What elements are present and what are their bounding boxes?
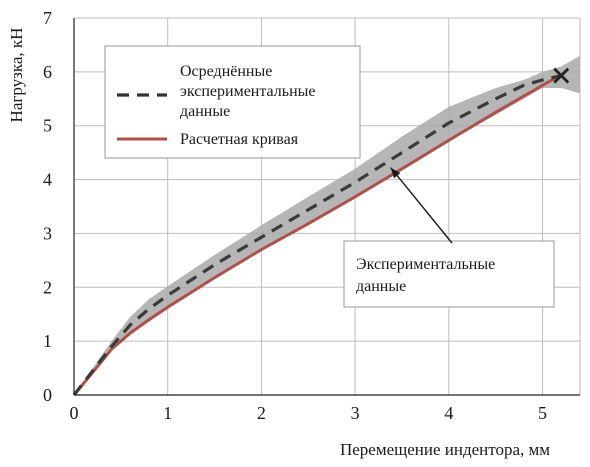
y-tick-label: 4 xyxy=(43,170,52,190)
y-tick-label: 6 xyxy=(43,62,52,82)
annotation-arrow-line xyxy=(390,167,453,244)
x-tick-label: 2 xyxy=(257,403,266,423)
axis-titles: Перемещение индентора, мм Нагрузка, кН xyxy=(7,28,550,459)
legend-label-averaged: экспериментальные xyxy=(180,83,315,100)
legend: Осреднённые экспериментальные данные Расчет… xyxy=(104,45,361,159)
y-tick-label: 2 xyxy=(43,277,52,297)
x-tick-label: 3 xyxy=(351,403,360,423)
x-tick-label: 4 xyxy=(444,403,453,423)
end-marker-stroke xyxy=(553,67,570,84)
y-tick-label: 0 xyxy=(43,385,52,405)
axes xyxy=(73,18,580,396)
y-tick-label: 7 xyxy=(43,8,52,28)
x-tick-label: 5 xyxy=(538,403,547,423)
legend-label-averaged: Осреднённые xyxy=(180,63,272,80)
annotation: Экспериментальные данные xyxy=(343,167,555,308)
annotation-arrowhead xyxy=(390,167,401,179)
y-tick-label: 5 xyxy=(43,116,52,136)
y-tick-label: 3 xyxy=(43,223,52,243)
y-tick-label: 1 xyxy=(43,331,52,351)
end-x-marker xyxy=(553,67,570,84)
calculated-curve-line xyxy=(72,73,563,396)
experimental-band xyxy=(74,55,580,395)
annotation-text: данные xyxy=(356,278,406,295)
annotation-text: Экспериментальные xyxy=(356,256,495,273)
tick-labels: 0 1 2 3 4 5 0 1 2 3 4 5 6 7 xyxy=(43,8,547,423)
x-tick-label: 1 xyxy=(163,403,172,423)
legend-label-calculated: Расчетная кривая xyxy=(180,131,299,148)
x-axis-title: Перемещение индентора, мм xyxy=(340,440,550,459)
annotation-box xyxy=(343,240,555,308)
experimental-range-band xyxy=(74,55,580,395)
x-tick-label: 0 xyxy=(70,403,79,423)
end-marker xyxy=(553,67,570,84)
series-lines xyxy=(72,73,563,396)
legend-label-averaged: данные xyxy=(180,103,230,120)
y-axis-title: Нагрузка, кН xyxy=(7,28,26,123)
